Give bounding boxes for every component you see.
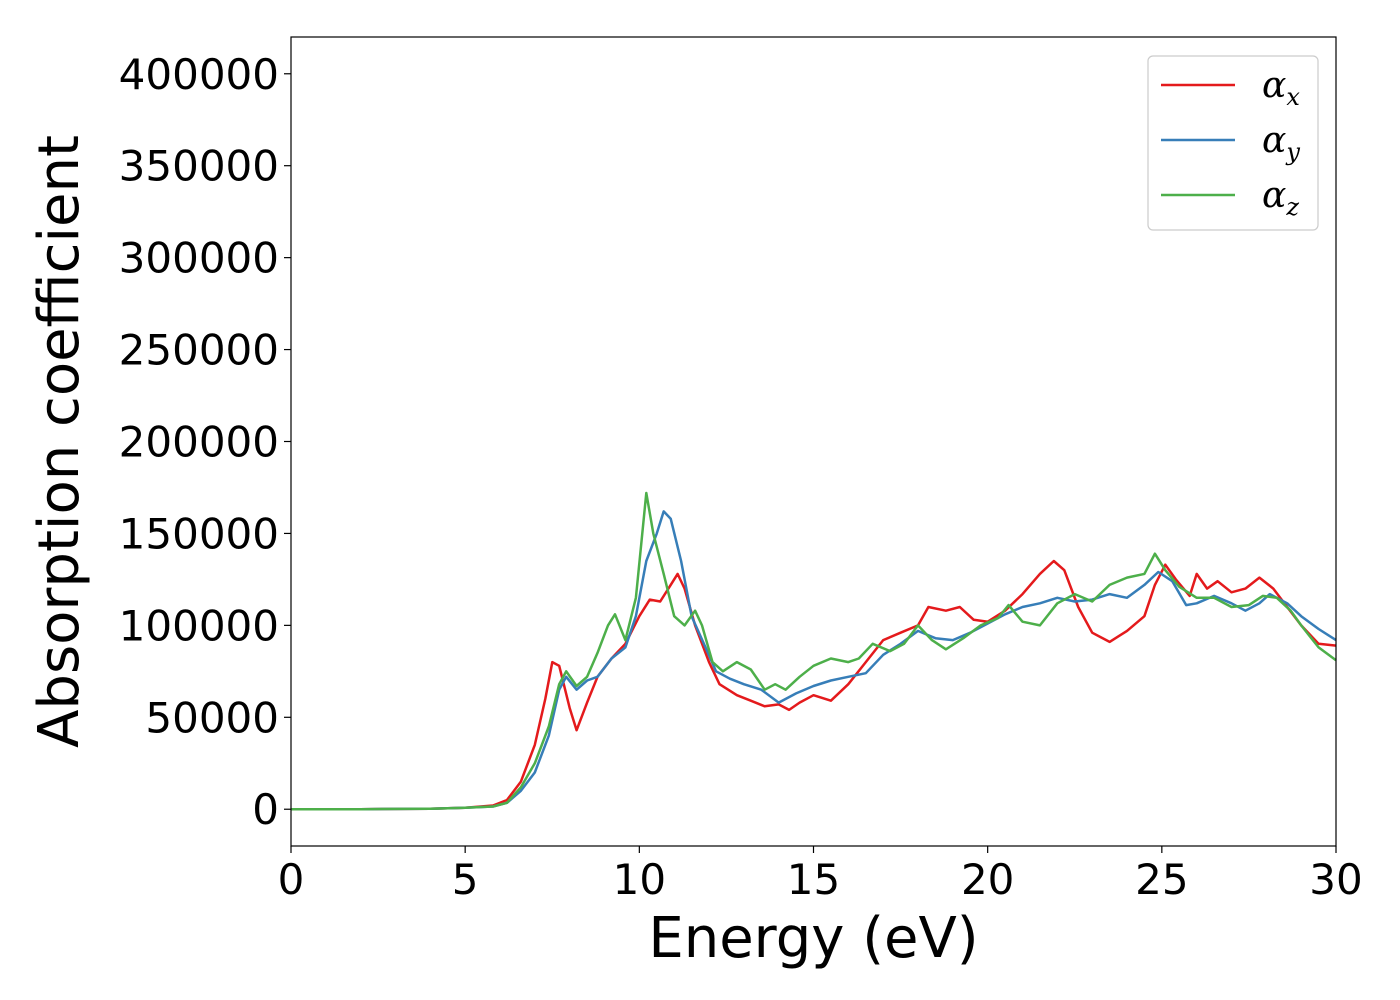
y-axis-label: Absorption coefficient bbox=[27, 135, 92, 748]
y-tick-label: 250000 bbox=[119, 326, 279, 375]
y-tick-label: 400000 bbox=[119, 50, 279, 99]
x-tick-label: 15 bbox=[787, 855, 840, 904]
x-axis-label: Energy (eV) bbox=[648, 906, 978, 971]
y-tick-label: 150000 bbox=[119, 509, 279, 558]
y-tick-label: 300000 bbox=[119, 234, 279, 283]
y-tick-label: 100000 bbox=[119, 601, 279, 650]
y-tick-label: 200000 bbox=[119, 418, 279, 467]
x-tick-label: 10 bbox=[613, 855, 666, 904]
x-tick-label: 0 bbox=[278, 855, 305, 904]
y-tick-label: 50000 bbox=[145, 693, 279, 742]
y-tick-label: 350000 bbox=[119, 142, 279, 191]
x-tick-label: 25 bbox=[1135, 855, 1188, 904]
y-tick-label: 0 bbox=[252, 785, 279, 834]
series-line-y bbox=[291, 510, 1337, 811]
x-tick-label: 30 bbox=[1309, 855, 1362, 904]
series-line-z bbox=[291, 491, 1337, 811]
series-layer bbox=[291, 491, 1337, 811]
ticks-layer: 0 5 10 15 20 25 30 0 50000 100000 150000 200000 2500… bbox=[119, 50, 1363, 904]
x-tick-label: 20 bbox=[961, 855, 1014, 904]
legend-box bbox=[1147, 55, 1319, 231]
x-tick-label: 5 bbox=[452, 855, 479, 904]
